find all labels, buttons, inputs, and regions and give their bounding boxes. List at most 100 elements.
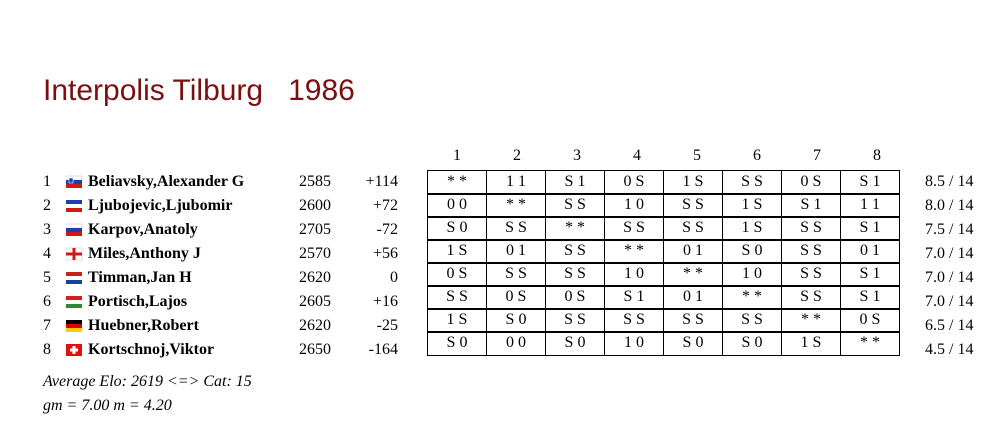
player-name: Portisch,Lajos	[88, 293, 188, 310]
result-cell: 0 S	[486, 285, 546, 310]
player-name: Beliavsky,Alexander G	[88, 173, 245, 190]
result-cell: S S	[604, 216, 664, 241]
result-cell: 0 1	[486, 239, 546, 264]
result-cell: 1 S	[722, 193, 782, 218]
column-header: 8	[873, 147, 881, 164]
score: 8.0 / 14	[925, 197, 974, 214]
result-cell: S S	[604, 308, 664, 333]
column-header: 3	[573, 147, 581, 164]
player-name: Timman,Jan H	[88, 269, 192, 286]
player-name: Miles,Anthony J	[88, 245, 201, 262]
result-cell: 1 S	[427, 308, 487, 333]
result-cell: 1 S	[663, 170, 723, 195]
result-cell: S S	[545, 262, 605, 287]
result-cell: S 1	[840, 262, 900, 287]
result-cell: S S	[781, 239, 841, 264]
player-name: Huebner,Robert	[88, 317, 199, 334]
rank: 4	[43, 245, 51, 262]
rating-diff: 0	[390, 269, 398, 286]
result-cell: 0 S	[604, 170, 664, 195]
result-cell: * *	[427, 170, 487, 195]
column-header: 5	[693, 147, 701, 164]
result-cell: S S	[486, 216, 546, 241]
result-cell: S 1	[604, 285, 664, 310]
elo: 2605	[299, 293, 331, 310]
result-cell: 1 1	[840, 193, 900, 218]
column-header: 2	[513, 147, 521, 164]
result-cell: S 1	[840, 216, 900, 241]
rank: 3	[43, 221, 51, 238]
rating-diff: -72	[376, 221, 398, 238]
elo: 2705	[299, 221, 331, 238]
result-cell: 1 0	[722, 262, 782, 287]
result-cell: S 1	[840, 170, 900, 195]
elo: 2600	[299, 197, 331, 214]
player-name: Ljubojevic,Ljubomir	[88, 197, 233, 214]
flags	[66, 175, 83, 356]
result-cell: 0 S	[545, 285, 605, 310]
result-cell: 0 1	[663, 239, 723, 264]
result-cell: S S	[663, 216, 723, 241]
result-cell: S 0	[427, 216, 487, 241]
column-header: 1	[453, 147, 461, 164]
score: 7.0 / 14	[925, 269, 974, 286]
result-cell: * *	[486, 193, 546, 218]
result-cell: 1 S	[427, 239, 487, 264]
result-cell: S S	[427, 285, 487, 310]
result-cell: S 0	[427, 331, 487, 356]
result-cell: S S	[663, 193, 723, 218]
column-header: 6	[753, 147, 761, 164]
result-cell: * *	[781, 308, 841, 333]
result-cell: S S	[545, 308, 605, 333]
result-cell: 0 0	[486, 331, 546, 356]
elo: 2650	[299, 341, 331, 358]
column-header: 4	[633, 147, 641, 164]
score: 8.5 / 14	[925, 173, 974, 190]
rating-diff: +72	[372, 197, 398, 214]
player-name: Kortschnoj,Viktor	[88, 341, 215, 358]
result-cell: * *	[604, 239, 664, 264]
result-cell: S 0	[722, 239, 782, 264]
result-cell: 0 0	[427, 193, 487, 218]
rating-diff: +56	[372, 245, 398, 262]
result-cell: 0 S	[781, 170, 841, 195]
result-cell: S S	[781, 262, 841, 287]
result-cell: 0 S	[840, 308, 900, 333]
norms: gm = 7.00 m = 4.20	[43, 397, 172, 414]
result-cell: S S	[486, 262, 546, 287]
result-cell: * *	[545, 216, 605, 241]
rank: 8	[43, 341, 51, 358]
rating-diff: +16	[372, 293, 398, 310]
result-cell: S S	[663, 308, 723, 333]
result-cell: 1 S	[722, 216, 782, 241]
result-cell: 1 0	[604, 193, 664, 218]
event-year: 1986	[288, 74, 355, 107]
elo: 2620	[299, 269, 331, 286]
rank: 7	[43, 317, 51, 334]
elo: 2620	[299, 317, 331, 334]
result-cell: S S	[781, 216, 841, 241]
average-elo: Average Elo: 2619 <=> Cat: 15	[43, 373, 252, 390]
rank: 2	[43, 197, 51, 214]
result-cell: S 0	[722, 331, 782, 356]
result-cell: 1 0	[604, 262, 664, 287]
result-cell: * *	[722, 285, 782, 310]
player-name: Karpov,Anatoly	[88, 221, 198, 238]
result-cell: S S	[722, 170, 782, 195]
result-cell: * *	[663, 262, 723, 287]
result-cell: 0 S	[427, 262, 487, 287]
rank: 5	[43, 269, 51, 286]
score: 6.5 / 14	[925, 317, 974, 334]
score: 7.0 / 14	[925, 245, 974, 262]
rating-diff: -25	[376, 317, 398, 334]
result-cell: S 1	[781, 193, 841, 218]
result-cell: S S	[545, 193, 605, 218]
result-cell: S 1	[545, 170, 605, 195]
score: 7.0 / 14	[925, 293, 974, 310]
result-cell: 0 1	[840, 239, 900, 264]
result-cell: * *	[840, 331, 900, 356]
rating-diff: -164	[368, 341, 398, 358]
result-cell: S S	[545, 239, 605, 264]
result-cell: S 0	[545, 331, 605, 356]
